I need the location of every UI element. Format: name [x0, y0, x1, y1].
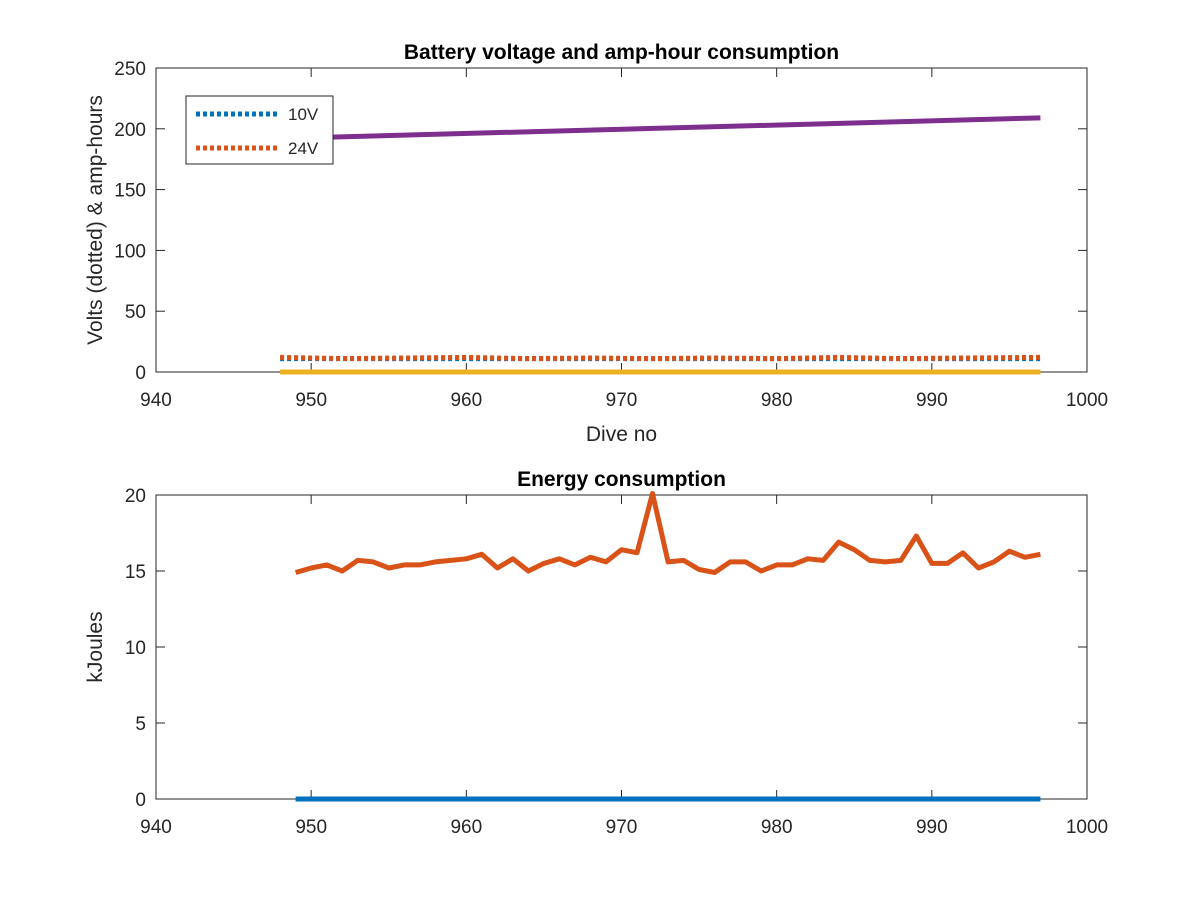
- legend-label: 24V: [288, 139, 319, 158]
- y-axis-label: kJoules: [84, 611, 107, 682]
- x-tick-label: 970: [606, 390, 638, 411]
- y-tick-label: 10: [125, 638, 146, 659]
- x-tick-label: 940: [140, 390, 172, 411]
- x-tick-label: 950: [295, 817, 327, 838]
- series-line-1: [280, 354, 1041, 362]
- series-line-0: [294, 491, 1041, 575]
- y-tick-label: 0: [135, 363, 146, 384]
- x-tick-label: 960: [450, 817, 482, 838]
- x-tick-label: 940: [140, 817, 172, 838]
- x-axis-label: Dive no: [586, 423, 657, 446]
- y-tick-label: 50: [125, 302, 146, 323]
- x-tick-label: 1000: [1066, 817, 1108, 838]
- y-tick-label: 5: [135, 714, 146, 735]
- axes-box: [155, 494, 1088, 800]
- y-tick-label: 250: [114, 59, 146, 80]
- x-tick-label: 1000: [1066, 390, 1108, 411]
- legend-box: [185, 95, 334, 165]
- series-group: [294, 491, 1041, 802]
- y-tick-label: 20: [125, 486, 146, 507]
- x-tick-label: 990: [916, 817, 948, 838]
- x-tick-label: 970: [606, 817, 638, 838]
- y-tick-label: 150: [114, 181, 146, 202]
- legend-label: 10V: [288, 105, 319, 124]
- x-tick-label: 980: [761, 817, 793, 838]
- chart-panel-energy: 940 950 960 970 980 990 1000 0 5 10 15 20 Energy con…: [84, 468, 1108, 838]
- x-tick-label: 960: [450, 390, 482, 411]
- chart-panel-battery: 940 950 960 970 980 990 1000 0 50 100 150 200 250 Bat…: [84, 41, 1108, 446]
- y-axis-label: Volts (dotted) & amp-hours: [84, 95, 107, 345]
- legend: 10V 24V: [185, 95, 334, 165]
- chart-title: Energy consumption: [517, 468, 726, 491]
- x-tick-label: 990: [916, 390, 948, 411]
- y-tick-label: 200: [114, 120, 146, 141]
- x-tick-label: 980: [761, 390, 793, 411]
- series-group: [280, 115, 1041, 375]
- y-tick-label: 100: [114, 241, 146, 262]
- y-tick-label: 0: [135, 790, 146, 811]
- series-line-2: [280, 115, 1041, 141]
- chart-title: Battery voltage and amp-hour consumption: [404, 41, 839, 64]
- x-tick-label: 950: [295, 390, 327, 411]
- y-tick-label: 15: [125, 562, 146, 583]
